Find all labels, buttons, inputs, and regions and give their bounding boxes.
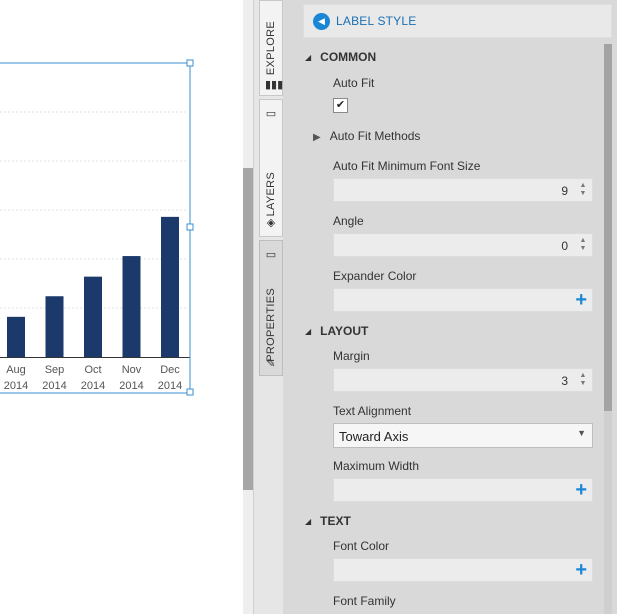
add-font-color-button[interactable]: + — [575, 559, 587, 581]
spin-down-icon[interactable]: ▼ — [579, 380, 587, 387]
properties-panel: ◀ LABEL STYLE ◢ COMMON Auto Fit ✔ ▶ Auto F… — [283, 0, 617, 614]
section-common-label: COMMON — [320, 50, 377, 64]
tab-properties[interactable]: ▭ PROPERTIES ✎ — [259, 240, 283, 376]
layers-icon: ◈ — [266, 217, 276, 229]
explore-icon: ▮▮▮ — [265, 79, 284, 91]
chevron-left-icon: ◀ — [318, 16, 325, 26]
x-tick-year: 2014 — [81, 380, 105, 392]
text-alignment-label: Text Alignment — [333, 404, 412, 418]
tab-properties-label: PROPERTIES — [265, 288, 277, 362]
x-tick-month: Sep — [45, 364, 65, 376]
text-alignment-select[interactable]: Toward Axis ▼ — [333, 423, 593, 448]
bar-dec[interactable] — [161, 216, 179, 357]
auto-fit-methods-expander[interactable]: ▶ Auto Fit Methods — [313, 129, 420, 143]
resize-handle[interactable] — [186, 59, 194, 67]
auto-fit-label: Auto Fit — [333, 76, 375, 90]
auto-fit-methods-label: Auto Fit Methods — [329, 129, 421, 143]
expander-color-label: Expander Color — [333, 269, 417, 283]
add-color-button[interactable]: + — [575, 289, 587, 311]
section-layout-label: LAYOUT — [320, 324, 369, 338]
x-tick-month: Aug — [6, 364, 26, 376]
auto-fit-min-font-label: Auto Fit Minimum Font Size — [333, 159, 481, 173]
x-tick-month: Oct — [84, 364, 101, 376]
spinner[interactable]: ▲ ▼ — [578, 372, 588, 388]
panel-scrollbar-thumb[interactable] — [604, 44, 612, 411]
side-tab-strip: EXPLORE ▮▮▮ ▭ LAYERS ◈ ▭ PROPERTIES ✎ — [253, 0, 284, 614]
minimize-icon[interactable]: ▭ — [265, 249, 277, 261]
x-tick-year: 2014 — [119, 380, 143, 392]
font-family-label: Font Family — [333, 594, 396, 608]
x-tick-month: Dec — [160, 364, 180, 376]
tab-explore-label: EXPLORE — [265, 21, 277, 76]
tab-layers[interactable]: ▭ LAYERS ◈ — [259, 99, 283, 237]
auto-fit-checkbox[interactable]: ✔ — [333, 98, 348, 113]
section-text[interactable]: ◢ TEXT — [305, 514, 351, 528]
collapse-triangle-icon: ◢ — [305, 517, 312, 526]
bar-nov[interactable] — [122, 256, 141, 357]
section-layout[interactable]: ◢ LAYOUT — [305, 324, 368, 338]
x-tick-year: 2014 — [158, 380, 182, 392]
panel-title: LABEL STYLE — [336, 14, 417, 28]
panel-header: ◀ LABEL STYLE — [303, 4, 612, 38]
collapse-triangle-icon: ◢ — [305, 327, 312, 336]
canvas-scrollbar[interactable] — [243, 0, 253, 614]
expand-triangle-icon: ▶ — [313, 132, 321, 143]
panel-scrollbar[interactable] — [604, 44, 612, 614]
minimize-icon[interactable]: ▭ — [265, 108, 277, 120]
spinner[interactable]: ▲ ▼ — [578, 182, 588, 198]
max-width-field: + — [333, 478, 593, 502]
bar-aug[interactable] — [7, 316, 25, 357]
spin-down-icon[interactable]: ▼ — [579, 245, 587, 252]
font-color-field: + — [333, 558, 593, 582]
angle-input[interactable]: 0 ▲ ▼ — [333, 233, 593, 257]
chevron-down-icon: ▼ — [577, 428, 586, 438]
spin-down-icon[interactable]: ▼ — [579, 190, 587, 197]
margin-label: Margin — [333, 349, 370, 363]
max-width-label: Maximum Width — [333, 459, 420, 473]
section-common[interactable]: ◢ COMMON — [305, 50, 376, 64]
angle-value: 0 — [561, 239, 568, 253]
dashboard-canvas[interactable]: Aug 2014 Sep 2014 Oct 2014 Nov 2014 Dec 2014 — [0, 0, 243, 614]
spin-up-icon[interactable]: ▲ — [579, 372, 587, 379]
brush-icon: ✎ — [266, 358, 276, 370]
auto-fit-min-font-input[interactable]: 9 ▲ ▼ — [333, 178, 593, 202]
margin-value: 3 — [561, 374, 568, 388]
text-alignment-value: Toward Axis — [339, 429, 409, 444]
spin-up-icon[interactable]: ▲ — [579, 182, 587, 189]
x-tick-year: 2014 — [42, 380, 66, 392]
bar-chart[interactable]: Aug 2014 Sep 2014 Oct 2014 Nov 2014 Dec 2014 — [0, 0, 243, 614]
collapse-triangle-icon: ◢ — [305, 53, 312, 62]
auto-fit-min-font-value: 9 — [561, 184, 568, 198]
x-tick-month: Nov — [122, 364, 142, 376]
expander-color-field: + — [333, 288, 593, 312]
tab-explore[interactable]: EXPLORE ▮▮▮ — [259, 0, 283, 96]
canvas-scrollbar-thumb[interactable] — [243, 168, 253, 490]
resize-handle[interactable] — [186, 388, 194, 396]
margin-input[interactable]: 3 ▲ ▼ — [333, 368, 593, 392]
spinner[interactable]: ▲ ▼ — [578, 237, 588, 253]
bar-sep[interactable] — [45, 296, 64, 357]
angle-label: Angle — [333, 214, 364, 228]
back-button[interactable]: ◀ — [313, 13, 330, 30]
x-tick-year: 2014 — [4, 380, 28, 392]
tab-layers-label: LAYERS — [265, 172, 277, 217]
section-text-label: TEXT — [320, 514, 351, 528]
spin-up-icon[interactable]: ▲ — [579, 237, 587, 244]
add-max-width-button[interactable]: + — [575, 479, 587, 501]
bar-oct[interactable] — [84, 276, 102, 357]
font-color-label: Font Color — [333, 539, 390, 553]
resize-handle[interactable] — [186, 223, 194, 231]
